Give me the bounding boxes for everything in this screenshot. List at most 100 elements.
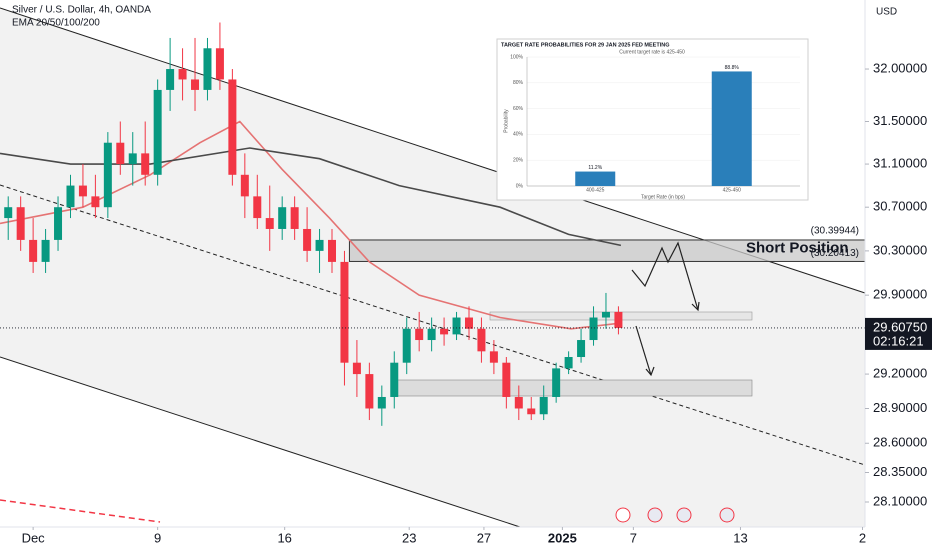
candle-body <box>390 362 399 397</box>
countdown-label: 02:16:21 <box>873 333 924 348</box>
candle-body <box>614 311 623 328</box>
candle-body <box>477 328 486 352</box>
y-tick-label: 32.00000 <box>873 60 927 75</box>
candle-body <box>4 207 13 219</box>
chart-title: Silver / U.S. Dollar, 4h, OANDA <box>12 5 151 16</box>
chart-subtitle: EMA 20/50/100/200 <box>12 18 100 29</box>
y-tick-label: 31.50000 <box>873 113 927 128</box>
candle-body <box>489 351 498 363</box>
candle-body <box>415 328 424 341</box>
inset-subtitle: Current target rate is 425-450 <box>619 49 685 55</box>
y-tick-label: 31.10000 <box>873 156 927 171</box>
ema-line <box>0 147 622 247</box>
y-tick-label: 100% <box>510 54 523 60</box>
y-tick-label: 80% <box>513 80 524 86</box>
value-label: 11.2% <box>588 165 602 171</box>
arrow-head <box>691 301 700 312</box>
last-price-label: 29.60750 <box>873 319 927 334</box>
x-tick-label: 13 <box>733 530 747 545</box>
x-tick-label: 23 <box>402 530 416 545</box>
x-tick-label: 9 <box>154 530 161 545</box>
candle-body <box>564 357 573 369</box>
x-tick-label: 2 <box>859 530 866 545</box>
candle-body <box>191 79 200 90</box>
x-tick-label: 425-450 <box>723 187 742 193</box>
candle-body <box>78 185 87 197</box>
annotation-label: (30.39944) <box>811 226 859 237</box>
candle-body <box>91 196 100 208</box>
candle-body <box>440 328 449 335</box>
inset-y-label: Probability <box>503 109 509 133</box>
projection-path <box>635 325 652 376</box>
candle-body <box>128 153 137 165</box>
channel-mid <box>0 184 866 466</box>
candle-body <box>153 89 162 175</box>
candle-body <box>253 196 262 219</box>
candle-body <box>352 362 361 375</box>
candle-body <box>116 142 125 165</box>
x-tick-label: Dec <box>22 530 46 545</box>
bar <box>575 171 616 186</box>
candle-body <box>228 79 237 175</box>
red-dashed-line <box>0 499 161 523</box>
candle-body <box>203 48 212 90</box>
candle-body <box>29 239 38 262</box>
candle-body <box>41 239 50 262</box>
y-tick-label: 28.10000 <box>873 493 927 508</box>
y-tick-label: 60% <box>513 106 524 112</box>
candle-body <box>141 153 150 175</box>
candle-body <box>103 142 112 208</box>
bar <box>711 71 752 186</box>
inset-title: TARGET RATE PROBABILITIES FOR 29 JAN 202… <box>501 42 670 48</box>
value-label: 88.8% <box>725 65 740 71</box>
y-tick-label: 28.35000 <box>873 464 927 479</box>
event-icon <box>615 507 631 523</box>
channel-lower <box>0 356 521 528</box>
last-price-box <box>865 317 932 350</box>
candle-body <box>328 239 337 262</box>
annotation-label: (30.20413) <box>811 248 859 259</box>
candle-body <box>16 207 25 240</box>
y-tick-label: 28.60000 <box>873 435 927 450</box>
candle-body <box>178 69 187 80</box>
currency-label: USD <box>876 7 897 18</box>
y-tick-label: 20% <box>513 158 524 164</box>
candle-body <box>377 396 386 409</box>
x-tick-label: 7 <box>630 530 637 545</box>
projection-path <box>631 241 699 311</box>
candle-body <box>589 317 598 341</box>
arrow-head <box>645 366 655 377</box>
x-tick-label: 16 <box>277 530 291 545</box>
candle-body <box>240 174 249 197</box>
x-tick-label: 400-425 <box>586 187 605 193</box>
x-tick-label: 27 <box>477 530 491 545</box>
candle-body <box>502 362 511 397</box>
candle-body <box>54 207 63 240</box>
zone-box <box>394 379 753 397</box>
candle-body <box>365 374 374 409</box>
candle-body <box>315 239 324 251</box>
candle-body <box>66 185 75 208</box>
candle-body <box>340 261 349 363</box>
candle-body <box>601 311 610 318</box>
y-tick-label: 40% <box>513 132 524 138</box>
y-tick-label: 0% <box>516 183 524 189</box>
candle-body <box>303 228 312 251</box>
ema-line <box>0 120 621 330</box>
candle-body <box>278 207 287 229</box>
channel-fill <box>0 8 865 527</box>
y-tick-label: 28.90000 <box>873 400 927 415</box>
candle-body <box>464 317 473 329</box>
candle-body <box>539 396 548 415</box>
candle-body <box>552 368 561 397</box>
inset-x-label: Target Rate (in bps) <box>641 194 685 200</box>
event-icon <box>676 507 692 523</box>
y-tick-label: 29.20000 <box>873 366 927 381</box>
event-icon <box>719 507 735 523</box>
inset-panel <box>496 38 809 201</box>
candle-body <box>166 69 175 90</box>
candle-body <box>527 408 536 415</box>
candle-body <box>290 207 299 229</box>
